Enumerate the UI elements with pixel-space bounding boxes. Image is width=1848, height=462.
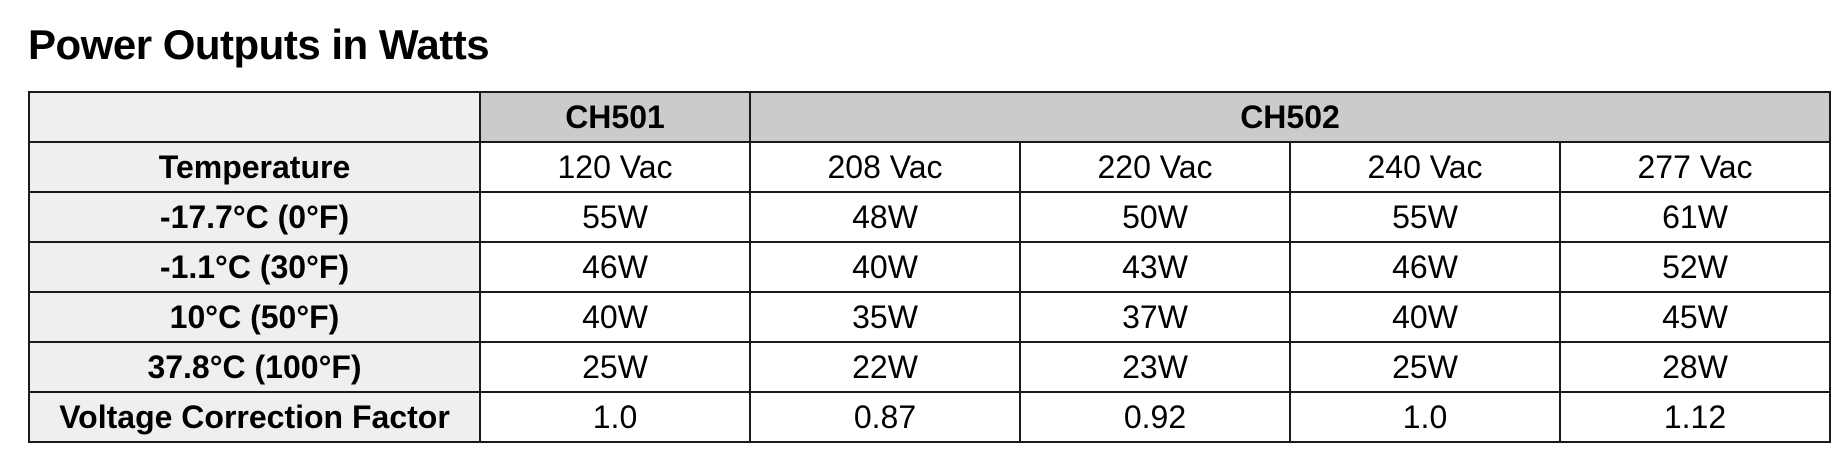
table-cell: 35W [749, 291, 1021, 343]
row-label: -1.1°C (30°F) [28, 241, 481, 293]
voltage-header: 208 Vac [749, 141, 1021, 193]
table-cell: 25W [1289, 341, 1561, 393]
table-row: -1.1°C (30°F) 46W 40W 43W 46W 52W [28, 241, 1831, 293]
temperature-header: Temperature [28, 141, 481, 193]
table-row: -17.7°C (0°F) 55W 48W 50W 55W 61W [28, 191, 1831, 243]
table-cell: 1.12 [1559, 391, 1831, 443]
row-label: Voltage Correction Factor [28, 391, 481, 443]
table-cell: 55W [479, 191, 751, 243]
row-label: 37.8°C (100°F) [28, 341, 481, 393]
table-cell: 0.87 [749, 391, 1021, 443]
corner-cell [28, 91, 481, 143]
table-cell: 48W [749, 191, 1021, 243]
table-cell: 52W [1559, 241, 1831, 293]
row-label: 10°C (50°F) [28, 291, 481, 343]
table-cell: 45W [1559, 291, 1831, 343]
table-row: 10°C (50°F) 40W 35W 37W 40W 45W [28, 291, 1831, 343]
table-row: Voltage Correction Factor 1.0 0.87 0.92 … [28, 391, 1831, 443]
table-cell: 23W [1019, 341, 1291, 393]
table-row: 37.8°C (100°F) 25W 22W 23W 25W 28W [28, 341, 1831, 393]
row-label: -17.7°C (0°F) [28, 191, 481, 243]
table-cell: 25W [479, 341, 751, 393]
voltage-header: 240 Vac [1289, 141, 1561, 193]
table-cell: 40W [479, 291, 751, 343]
group-header-ch502: CH502 [749, 91, 1831, 143]
table-cell: 40W [1289, 291, 1561, 343]
table-cell: 50W [1019, 191, 1291, 243]
table-cell: 43W [1019, 241, 1291, 293]
table-cell: 22W [749, 341, 1021, 393]
voltage-header: 277 Vac [1559, 141, 1831, 193]
voltage-header: 120 Vac [479, 141, 751, 193]
table-cell: 1.0 [1289, 391, 1561, 443]
table-cell: 46W [479, 241, 751, 293]
table-cell: 61W [1559, 191, 1831, 243]
table-cell: 28W [1559, 341, 1831, 393]
table-cell: 1.0 [479, 391, 751, 443]
group-header-row: CH501 CH502 [28, 91, 1831, 143]
power-output-table: CH501 CH502 Temperature 120 Vac 208 Vac … [28, 91, 1831, 443]
voltage-header: 220 Vac [1019, 141, 1291, 193]
group-header-ch501: CH501 [479, 91, 751, 143]
table-cell: 37W [1019, 291, 1291, 343]
table-cell: 40W [749, 241, 1021, 293]
table-cell: 0.92 [1019, 391, 1291, 443]
page-title: Power Outputs in Watts [28, 21, 490, 68]
table-cell: 46W [1289, 241, 1561, 293]
table-cell: 55W [1289, 191, 1561, 243]
voltage-header-row: Temperature 120 Vac 208 Vac 220 Vac 240 … [28, 141, 1831, 193]
